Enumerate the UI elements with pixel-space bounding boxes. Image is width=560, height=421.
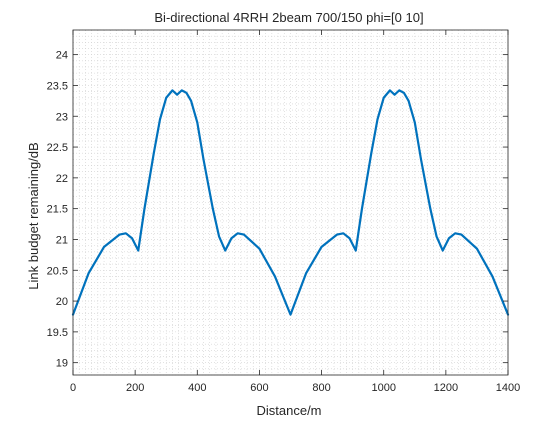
chart-title: Bi-directional 4RRH 2beam 700/150 phi=[0… — [154, 10, 423, 25]
y-tick-label: 20 — [56, 296, 68, 308]
plot-area — [71, 89, 510, 316]
y-tick-label: 23.5 — [47, 80, 68, 92]
x-axis-label: Distance/m — [256, 403, 321, 418]
y-tick-label: 19.5 — [47, 327, 68, 339]
x-tick-label: 1400 — [496, 382, 520, 394]
y-tick-label: 23 — [56, 111, 68, 123]
y-tick-label: 20.5 — [47, 265, 68, 277]
y-tick-label: 22 — [56, 173, 68, 185]
grid — [72, 29, 509, 376]
x-tick-label: 400 — [188, 382, 206, 394]
x-tick-label: 0 — [70, 382, 76, 394]
y-tick-label: 21 — [56, 234, 68, 246]
x-tick-label: 800 — [312, 382, 330, 394]
x-tick-label: 200 — [126, 382, 144, 394]
y-axis-label: Link budget remaining/dB — [26, 142, 41, 289]
x-tick-label: 1200 — [434, 382, 458, 394]
x-tick-label: 1000 — [371, 382, 395, 394]
axes-box — [72, 29, 509, 376]
x-tick-label: 600 — [250, 382, 268, 394]
y-tick-label: 22.5 — [47, 142, 68, 154]
y-tick-label: 24 — [56, 50, 68, 62]
series-line-0 — [71, 89, 510, 316]
y-tick-label: 21.5 — [47, 204, 68, 216]
ticks: 0 200 400 600 800 1000 1200 1400 19 19.5 20 20.5 21 2… — [47, 29, 520, 394]
y-tick-label: 19 — [56, 358, 68, 370]
